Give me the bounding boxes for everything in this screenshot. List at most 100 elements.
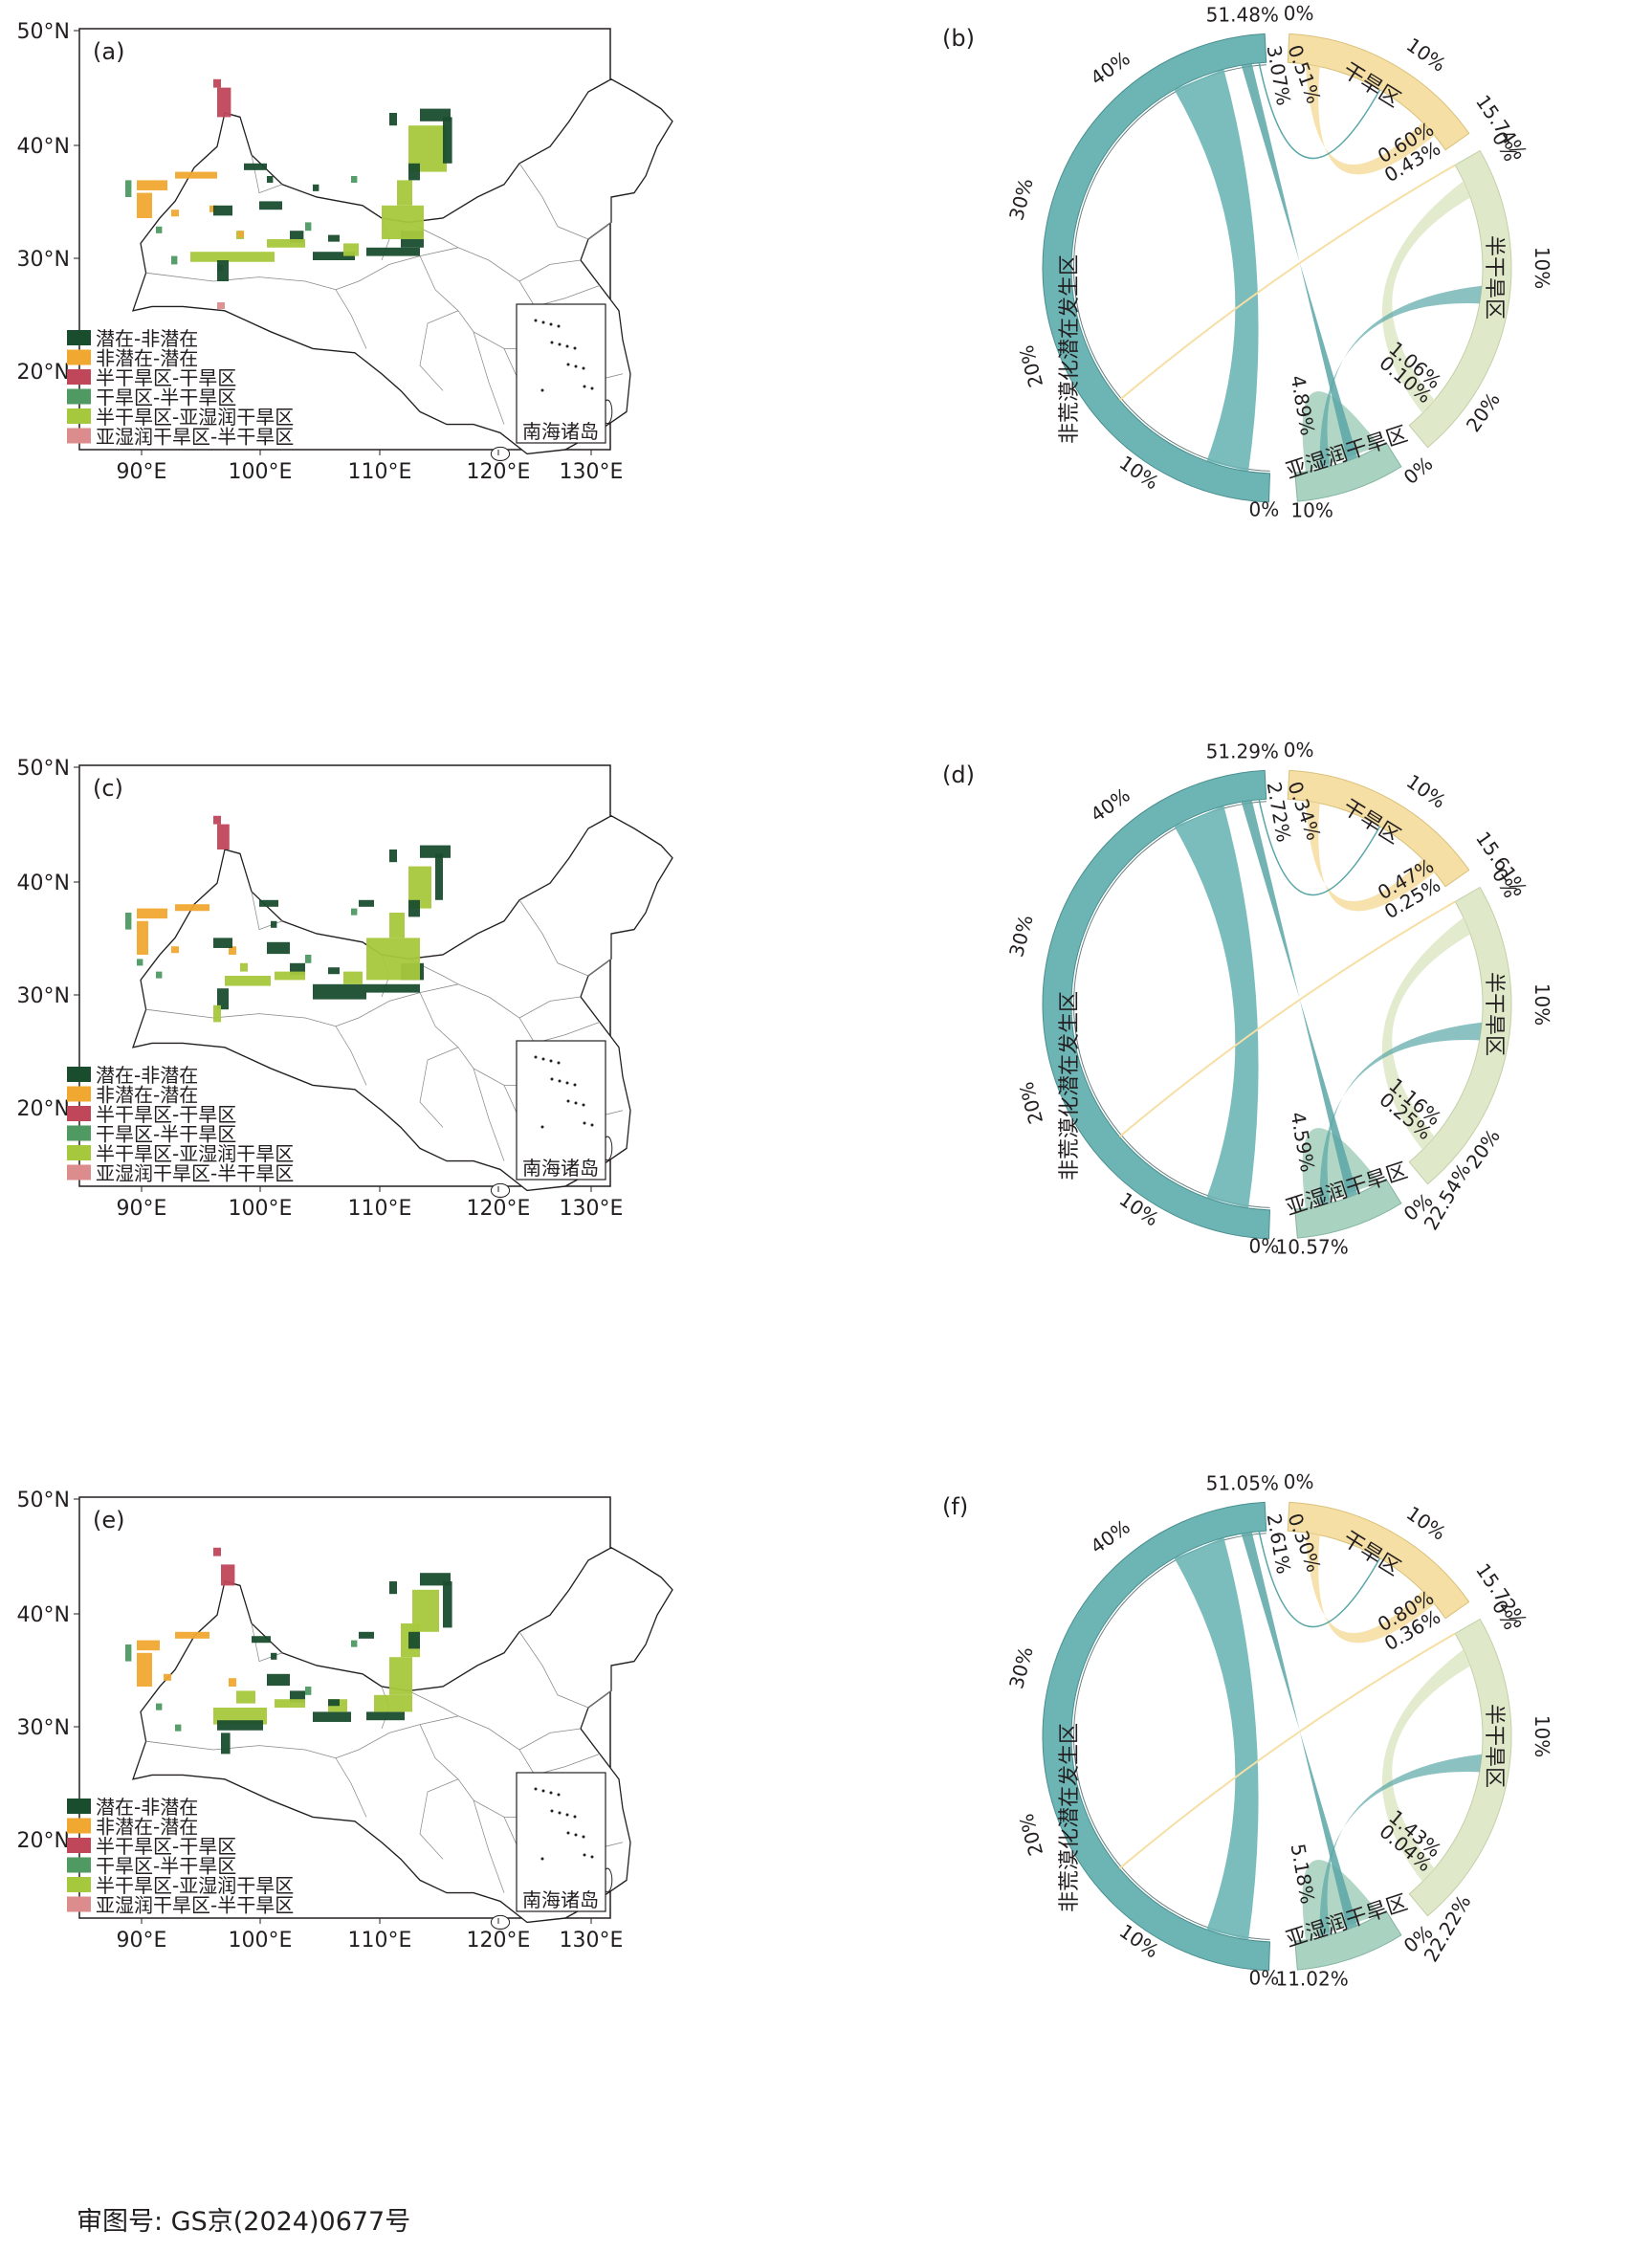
change-patch	[408, 163, 420, 181]
island-dot	[557, 1793, 561, 1797]
province-boundary	[407, 1690, 459, 1717]
province-boundary	[145, 1740, 337, 1759]
island-dot	[573, 346, 577, 350]
island-dot	[565, 344, 569, 348]
province-boundary	[419, 992, 528, 1086]
island-dot	[558, 1079, 562, 1083]
change-patch	[408, 899, 420, 917]
change-patch	[259, 899, 278, 907]
legend-label: 非潜在-潜在	[96, 1816, 198, 1839]
change-patch	[366, 938, 420, 981]
lat-label: 20°N	[17, 1097, 70, 1121]
chord-panel-d: 非荒漠化潜在发生区 干旱区 半干旱区 亚湿润干旱区 51.29% 40% 30% 20% 10%…	[933, 737, 1652, 1464]
change-patch	[171, 210, 179, 217]
change-patch	[351, 176, 358, 184]
flow-nondesertification-subhumid	[1241, 1532, 1358, 1931]
map-approval-number: 审图号: GS京(2024)0677号	[77, 2207, 411, 2237]
change-patch	[343, 971, 363, 984]
self-flow-semiarid	[1381, 1649, 1471, 1883]
change-patch	[229, 1678, 236, 1687]
change-patch	[217, 1720, 263, 1731]
change-patch	[275, 971, 305, 981]
self-flow-semiarid	[1381, 917, 1471, 1151]
island-dot	[590, 1855, 594, 1859]
lon-label: 100°E	[229, 1929, 293, 1953]
sector-label-semiarid: 半干旱区	[1482, 1704, 1506, 1788]
sector-nondesertification	[1042, 33, 1271, 503]
lon-label: 100°E	[229, 460, 293, 484]
island-dot	[541, 320, 545, 324]
legend-swatch	[67, 330, 91, 345]
legend-swatch	[67, 1877, 91, 1892]
self-flow-semiarid	[1381, 181, 1471, 414]
change-patch	[313, 983, 366, 1000]
change-patch	[137, 908, 167, 919]
island-dot	[549, 322, 553, 326]
lat-label: 50°N	[17, 1489, 70, 1512]
island-dot	[583, 1853, 586, 1857]
tick-label: 51.05%	[1206, 1472, 1279, 1495]
legend-swatch	[67, 1067, 91, 1082]
sector-nondesertification	[1042, 1501, 1271, 1972]
change-patch	[137, 1640, 160, 1651]
province-boundary	[518, 163, 589, 240]
tick-label: 0%	[1249, 1235, 1280, 1258]
inset-label: 南海诸岛	[522, 1888, 599, 1911]
island-dot	[565, 1813, 569, 1817]
province-boundary	[335, 1026, 367, 1086]
flow-line-teal	[1258, 62, 1381, 160]
lon-label: 90°E	[117, 1197, 167, 1221]
lat-label: 20°N	[17, 1829, 70, 1853]
legend-swatch	[67, 1086, 91, 1102]
tick-label: 0%	[1284, 739, 1314, 761]
flow-line-yellow	[1118, 1632, 1456, 1869]
change-patch	[343, 243, 359, 256]
tick-label: 0%	[1249, 498, 1280, 521]
panel-label: (d)	[942, 761, 975, 788]
change-patch	[164, 1673, 171, 1681]
panel-label: (f)	[942, 1493, 968, 1520]
change-patch	[305, 222, 312, 232]
province-boundary	[518, 899, 589, 977]
change-patch	[271, 920, 277, 928]
change-patch	[156, 971, 163, 979]
change-patch	[408, 1631, 420, 1649]
self-flow-nondesertification	[1174, 1537, 1259, 1940]
lon-label: 110°E	[348, 1929, 412, 1953]
self-flow-arid	[1305, 801, 1435, 912]
lon-label: 90°E	[117, 460, 167, 484]
island-dot	[566, 1831, 570, 1835]
tick-label: 10%	[1531, 983, 1553, 1026]
island-dot	[549, 1059, 553, 1063]
province-boundary	[473, 1799, 505, 1893]
legend-swatch	[67, 1164, 91, 1181]
lat-label: 30°N	[17, 1716, 70, 1740]
tick-label: 0%	[1284, 2, 1314, 25]
change-patch	[313, 1711, 351, 1722]
change-patch	[328, 967, 340, 975]
legend-swatch	[67, 1799, 91, 1814]
island-dot	[565, 1081, 569, 1085]
island-dot	[557, 1061, 561, 1065]
chord-root: 非荒漠化潜在发生区干旱区半干旱区亚湿润干旱区51.48%40%30%20%10%…	[1004, 2, 1553, 521]
south-china-sea-inset	[516, 1040, 606, 1181]
change-patch	[125, 913, 132, 930]
legend-label: 潜在-非潜在	[96, 327, 198, 350]
tick-label: 11.02%	[1275, 1967, 1348, 1990]
island-dot	[573, 1083, 577, 1087]
island-dot	[541, 1057, 545, 1061]
sector-label-nondesertification: 非荒漠化潜在发生区	[1058, 1723, 1082, 1912]
tick-label: 40%	[1087, 1515, 1134, 1558]
self-flow-nondesertification	[1174, 806, 1259, 1208]
tick-label: 0%	[1249, 1967, 1280, 1990]
legend-label: 半干旱区-干旱区	[96, 1835, 236, 1858]
flow-nondesertification-subhumid	[1241, 800, 1358, 1199]
province-boundary	[335, 247, 490, 291]
island-dot	[574, 1101, 578, 1105]
chord-root: 非荒漠化潜在发生区干旱区半干旱区亚湿润干旱区51.29%40%30%20%10%…	[1004, 739, 1553, 1258]
tick-label: 0%	[1284, 1470, 1314, 1493]
province-boundary	[335, 1757, 367, 1818]
sector-label-nondesertification: 非荒漠化潜在发生区	[1058, 254, 1082, 444]
change-patch	[221, 1732, 231, 1754]
province-boundary	[145, 1008, 337, 1027]
